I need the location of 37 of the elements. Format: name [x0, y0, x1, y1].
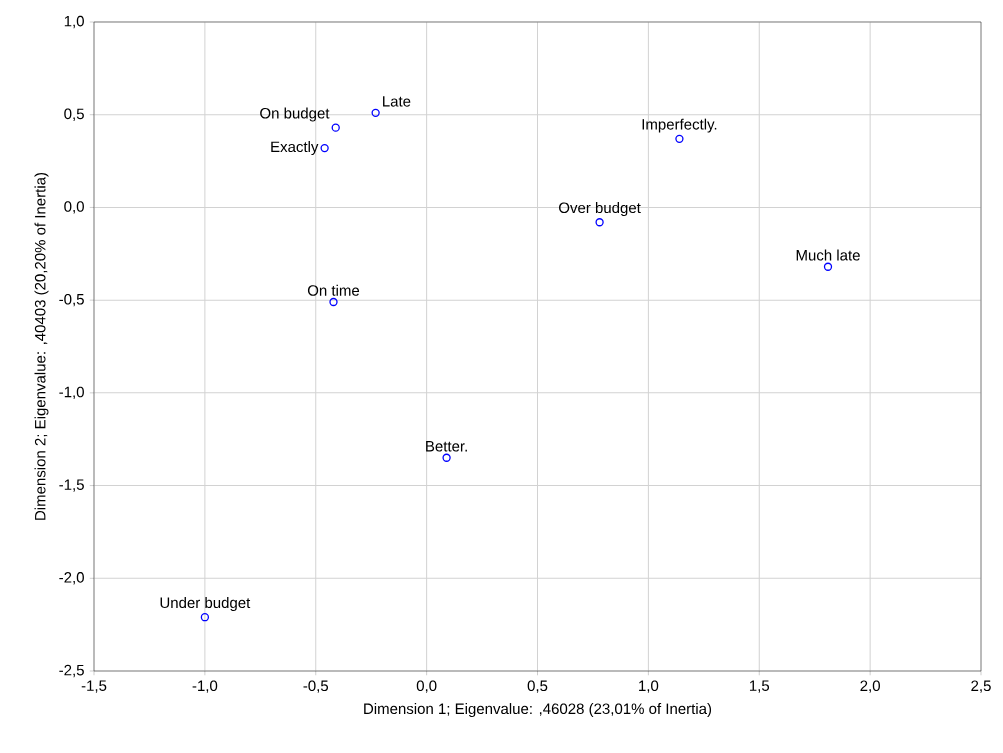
point — [329, 297, 338, 307]
annotation: On budget — [260, 107, 330, 122]
point — [331, 123, 340, 132]
x-tick-label: 2,5 — [971, 680, 991, 693]
point — [442, 453, 451, 462]
x-tick-label: -0,5 — [303, 680, 329, 693]
x-tick-label: -1,5 — [81, 680, 107, 693]
y-tick-label: -2,0 — [59, 572, 84, 585]
point — [675, 134, 684, 143]
y-tick-label: 0,0 — [64, 201, 84, 214]
annotation: Exactly — [271, 141, 319, 156]
point — [595, 218, 604, 227]
y-tick-label: 1,0 — [64, 15, 84, 29]
point — [320, 143, 329, 153]
y-tick-label: -2,5 — [59, 664, 84, 678]
x-tick-label: -1,0 — [192, 680, 218, 693]
y-tick-label: -1,0 — [59, 386, 84, 400]
annotation: Imperfectly. — [642, 118, 717, 133]
point — [200, 613, 210, 622]
annotation: Much late — [796, 249, 860, 261]
annotation: On time — [307, 284, 360, 296]
x-tick-label: 1,0 — [639, 680, 659, 693]
x-axis-title: Dimension 1; Eigenvalue: ,46028 (23,01% of Inertia) — [364, 703, 712, 718]
annotation: Over budget — [559, 202, 641, 217]
x-tick-label: 0,0 — [416, 680, 437, 693]
x-tick-label: 1,5 — [749, 680, 770, 693]
point — [823, 262, 833, 271]
x-tick-label: 0,5 — [527, 680, 548, 693]
annotation: Under budget — [160, 597, 251, 612]
x-tick-label: 2,0 — [860, 680, 880, 693]
y-axis-title: Dimension 2; Eigenvalue: ,40403 (20,20% of Inertia) — [34, 172, 49, 520]
annotation: Late — [383, 96, 411, 107]
y-tick-label: 0,5 — [64, 108, 84, 121]
annotation: Better. — [426, 441, 467, 452]
y-tick-label: -0,5 — [59, 293, 84, 307]
y-tick-label: -1,5 — [59, 479, 84, 492]
point — [371, 108, 380, 118]
